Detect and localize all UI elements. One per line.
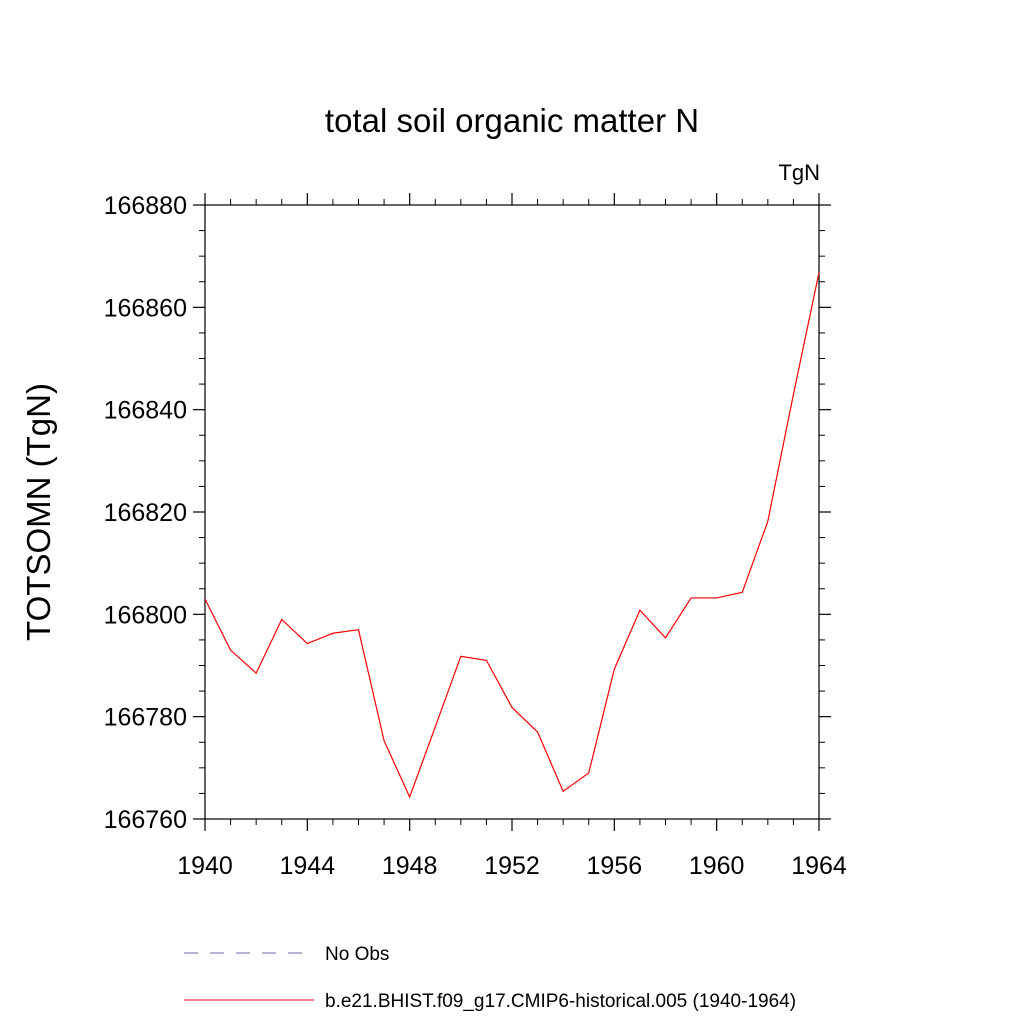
axis-tick-labels: 1940 1944 1948 1952 1956 1960 1964 166760 166780…: [104, 192, 847, 880]
chart-title: total soil organic matter N: [325, 102, 699, 139]
x-tick-label: 1944: [280, 852, 336, 880]
series-point: [205, 598, 206, 599]
series-point: [384, 740, 385, 741]
series-group: [204, 272, 820, 799]
y-tick-label: 166820: [104, 499, 187, 527]
y-tick-label: 166840: [104, 397, 187, 425]
series-point: [793, 394, 794, 395]
series-point: [358, 629, 359, 630]
x-tick-label: 1964: [791, 852, 847, 880]
series-point: [614, 669, 615, 670]
series-point: [639, 610, 640, 611]
series-point: [409, 796, 410, 797]
series-point: [332, 633, 333, 634]
x-tick-label: 1948: [382, 852, 438, 880]
y-tick-label: 166780: [104, 704, 187, 732]
series-point: [435, 726, 436, 727]
y-tick-label: 166880: [104, 192, 187, 220]
series-point: [307, 643, 308, 644]
y-axis-label: TOTSOMN (TgN): [20, 383, 57, 641]
series-point: [256, 673, 257, 674]
series-point: [691, 597, 692, 598]
plot-frame: [204, 204, 820, 820]
axis-ticks: [193, 193, 831, 831]
y-tick-label: 166860: [104, 294, 187, 322]
series-point: [716, 597, 717, 598]
x-tick-label: 1956: [587, 852, 643, 880]
y-tick-label: 166800: [104, 601, 187, 629]
series-point: [230, 650, 231, 651]
series-point: [665, 637, 666, 638]
series-line: [204, 272, 820, 799]
units-label: TgN: [778, 160, 820, 185]
series-point: [537, 732, 538, 733]
x-tick-label: 1960: [689, 852, 745, 880]
series-point: [742, 592, 743, 593]
series-point: [819, 272, 820, 273]
legend-label: No Obs: [325, 944, 389, 965]
series-point: [767, 521, 768, 522]
series-point: [460, 656, 461, 657]
legend: No Obs b.e21.BHIST.f09_g17.CMIP6-historic…: [184, 944, 796, 1012]
y-tick-label: 166760: [104, 806, 187, 834]
series-point: [563, 791, 564, 792]
legend-label: b.e21.BHIST.f09_g17.CMIP6-historical.005…: [325, 991, 796, 1012]
series-point: [512, 707, 513, 708]
legend-item: b.e21.BHIST.f09_g17.CMIP6-historical.005…: [184, 991, 796, 1012]
x-tick-label: 1940: [177, 852, 233, 880]
series-point: [281, 619, 282, 620]
series-point: [486, 660, 487, 661]
series-point: [588, 772, 589, 773]
legend-item: No Obs: [184, 944, 389, 965]
x-tick-label: 1952: [484, 852, 540, 880]
